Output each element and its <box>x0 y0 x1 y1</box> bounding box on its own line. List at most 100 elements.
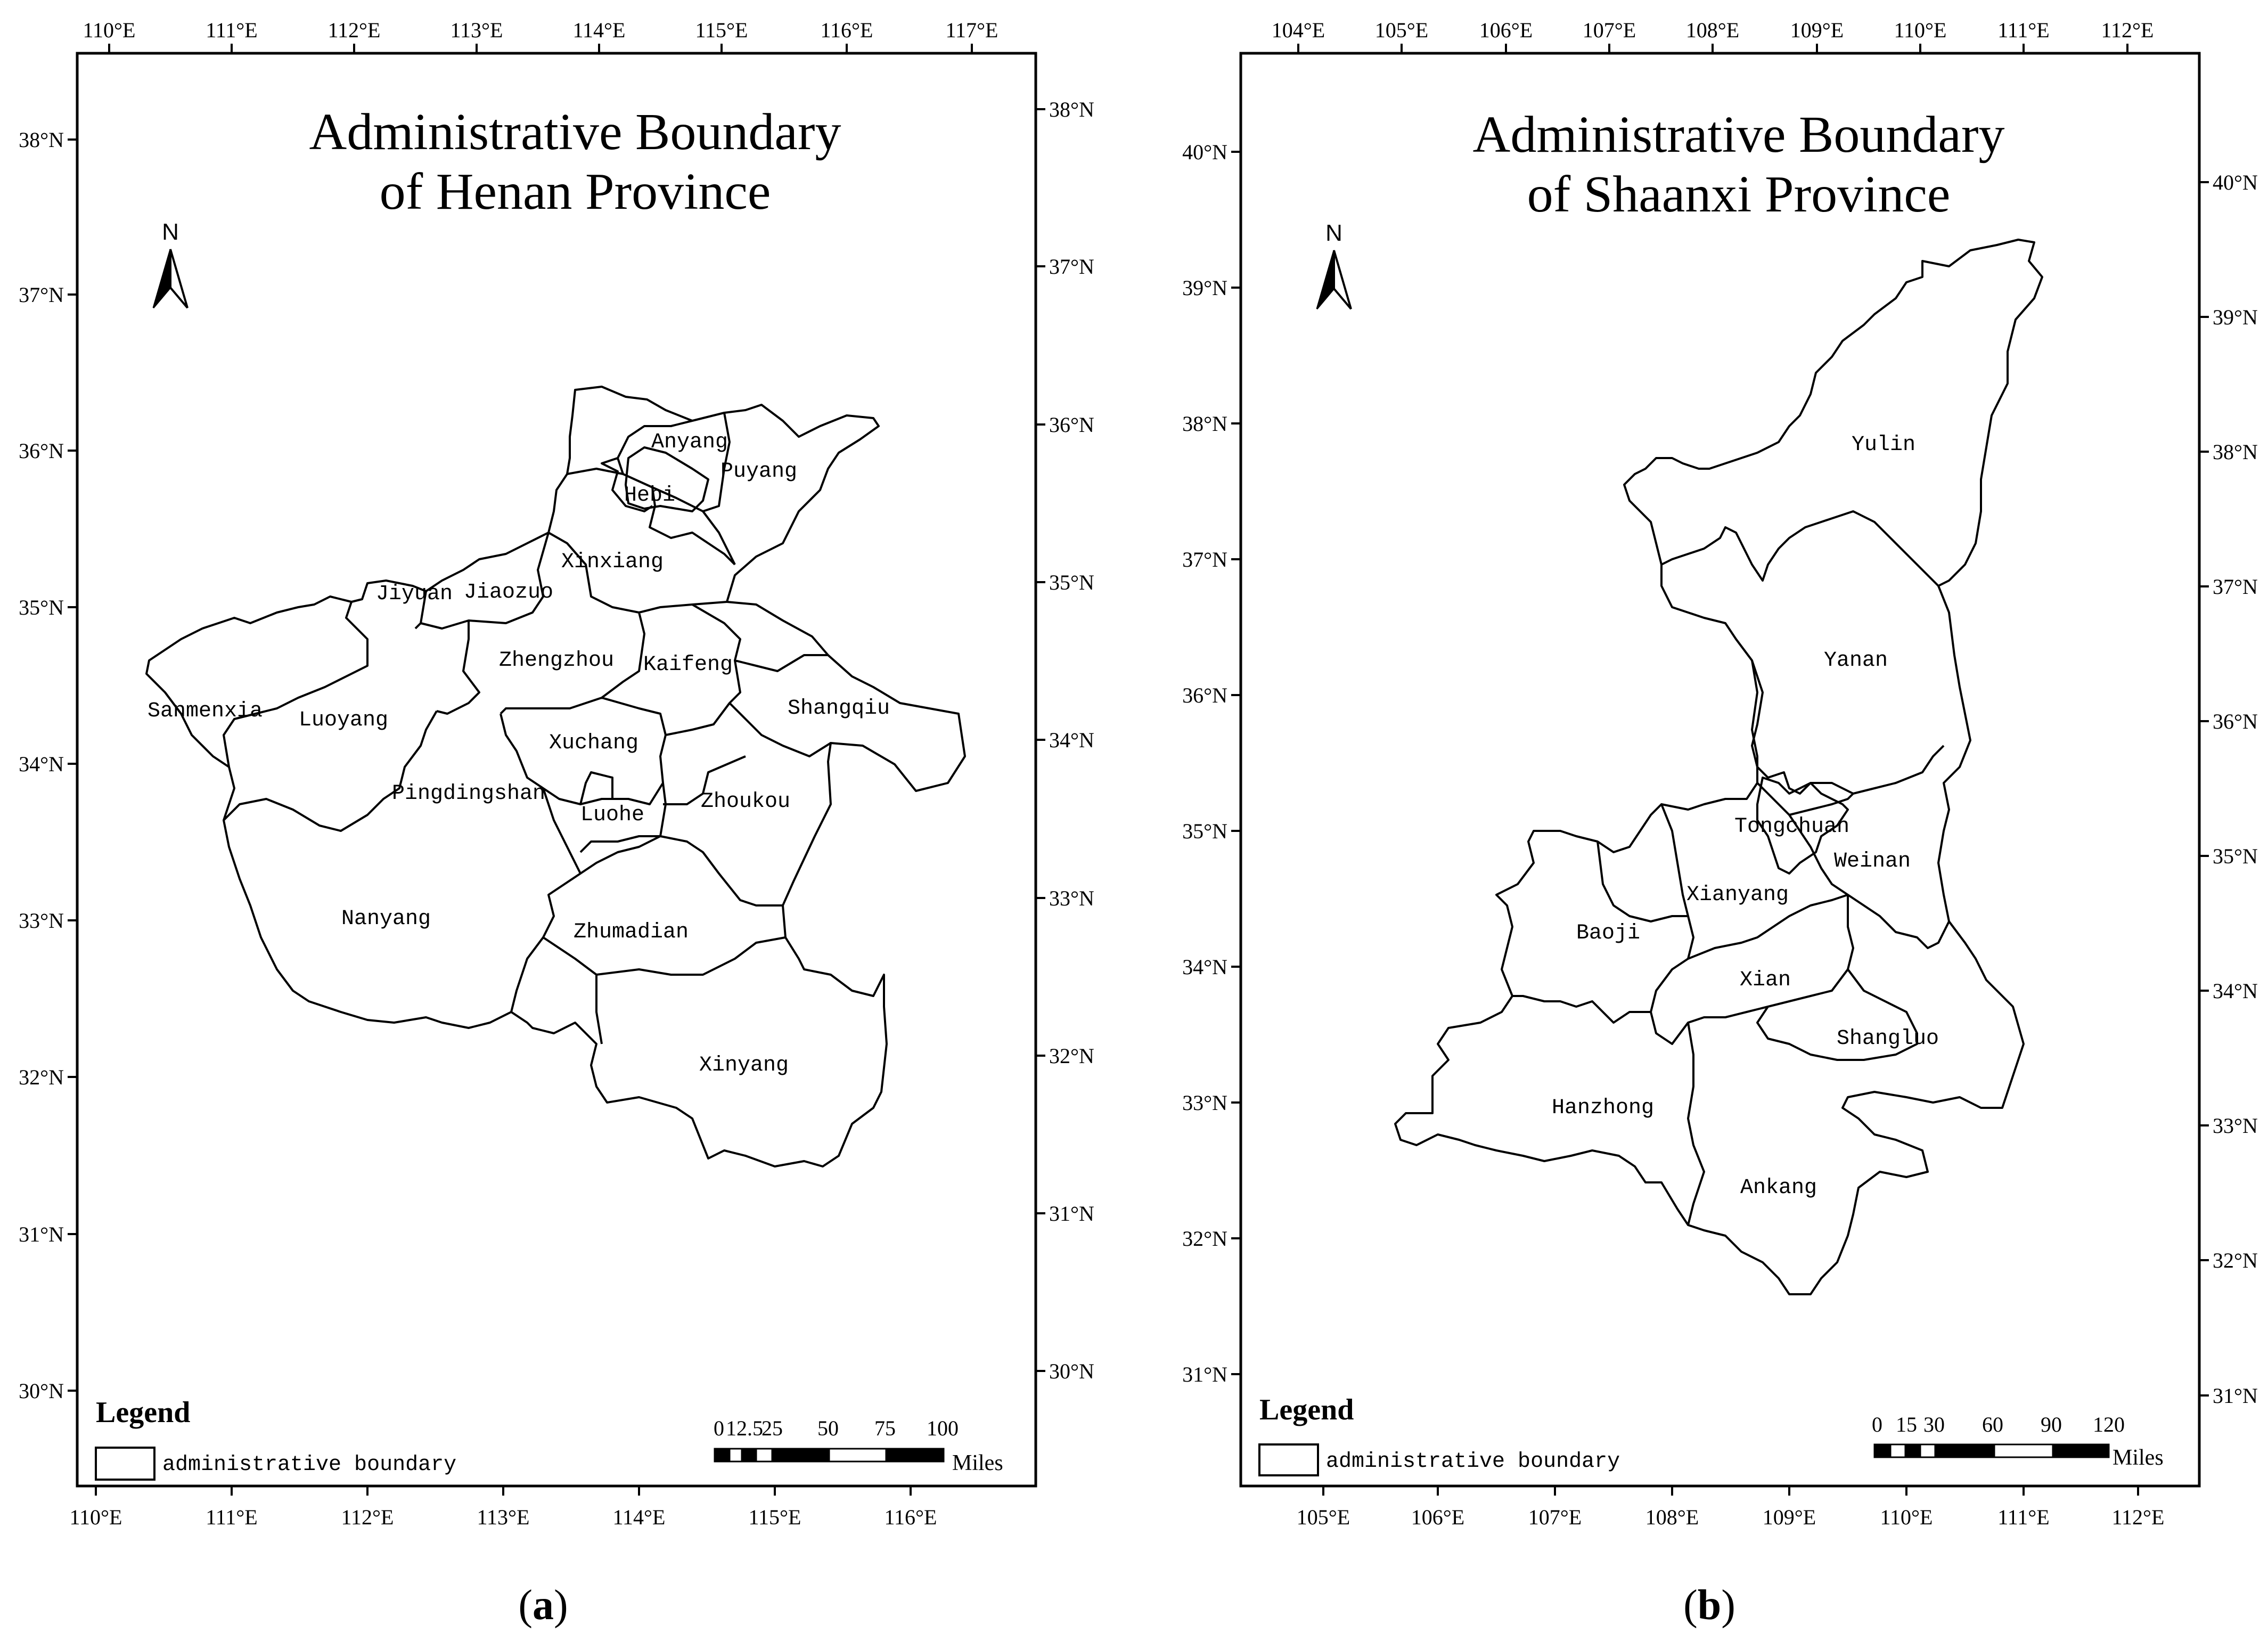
latitude-label: 38°N <box>1182 412 1227 436</box>
henan-longitude-labels-bottom: 110°E 111°E 112°E 113°E 114°E 115°E 116°E <box>70 1505 937 1529</box>
longitude-label: 113°E <box>451 18 503 42</box>
shaanxi-map-title-line1: Administrative Boundary <box>1473 106 2005 164</box>
henan-north-label: N <box>162 219 179 245</box>
region-label-ankang: Ankang <box>1740 1176 1817 1200</box>
henan-map-title-line2: of Henan Province <box>380 163 771 221</box>
region-label-weinan: Weinan <box>1834 850 1911 873</box>
shaanxi-internal-boundaries <box>1512 510 1950 1226</box>
shaanxi-legend-item: administrative boundary <box>1326 1450 1620 1474</box>
henan-region-labels: Anyang Puyang Hebi Xinxiang Jiyuan Jiaoz… <box>148 430 890 1077</box>
latitude-label: 34°N <box>2213 979 2258 1003</box>
longitude-label: 108°E <box>1686 18 1739 42</box>
longitude-label: 104°E <box>1272 18 1325 42</box>
latitude-label: 35°N <box>2213 844 2258 868</box>
scale-label: 25 <box>762 1416 783 1440</box>
latitude-label: 37°N <box>2213 575 2258 599</box>
scale-segment <box>2052 1443 2110 1458</box>
region-label-shangqiu: Shangqiu <box>788 697 890 721</box>
longitude-label: 114°E <box>573 18 626 42</box>
latitude-label: 33°N <box>1182 1091 1227 1115</box>
shaanxi-longitude-labels-top: 104°E 105°E 106°E 107°E 108°E 109°E 110°E 111°E… <box>1272 18 2154 42</box>
scale-segment <box>1934 1443 1995 1458</box>
henan-boundaries <box>145 386 966 1167</box>
shaanxi-province-outline <box>1394 239 2043 1295</box>
shaanxi-boundaries <box>1394 239 2043 1295</box>
latitude-label: 32°N <box>19 1065 64 1089</box>
scale-segment <box>828 1448 887 1463</box>
longitude-label: 117°E <box>946 18 998 42</box>
longitude-label: 110°E <box>70 1505 122 1529</box>
henan-legend-swatch <box>95 1447 155 1481</box>
region-label-sanmenxia: Sanmenxia <box>148 699 263 723</box>
longitude-label: 112°E <box>341 1505 394 1529</box>
longitude-label: 107°E <box>1583 18 1636 42</box>
region-label-kaifeng: Kaifeng <box>643 653 733 677</box>
latitude-label: 31°N <box>1049 1202 1094 1226</box>
shaanxi-legend-title: Legend <box>1259 1393 1354 1426</box>
henan-latitude-labels-left: 38°N 37°N 36°N 35°N 34°N 33°N 32°N 31°N 30°N <box>19 128 64 1403</box>
region-label-nanyang: Nanyang <box>341 907 431 931</box>
longitude-label: 109°E <box>1763 1505 1816 1529</box>
henan-north-arrow-icon: N <box>152 219 189 309</box>
region-label-xuchang: Xuchang <box>549 731 638 755</box>
longitude-label: 112°E <box>2101 18 2154 42</box>
latitude-label: 38°N <box>2213 440 2258 464</box>
scale-segment <box>714 1448 731 1463</box>
latitude-label: 39°N <box>2213 305 2258 329</box>
longitude-label: 112°E <box>328 18 381 42</box>
latitude-label: 40°N <box>2213 170 2258 194</box>
henan-scale-bar: 0 12.525 50 75 100 Miles <box>714 1416 1003 1475</box>
scale-segment <box>1919 1443 1936 1458</box>
scale-label: 50 <box>817 1416 839 1440</box>
longitude-label: 111°E <box>206 18 257 42</box>
shaanxi-map-panel: 104°E 105°E 106°E 107°E 108°E 109°E 110°E 111°E… <box>1182 18 2258 1529</box>
longitude-label: 106°E <box>1411 1505 1464 1529</box>
latitude-label: 39°N <box>1182 276 1227 300</box>
region-label-xinxiang: Xinxiang <box>561 550 664 574</box>
scale-segment <box>741 1448 757 1463</box>
scale-segment <box>1889 1443 1906 1458</box>
longitude-label: 110°E <box>83 18 136 42</box>
region-label-hebi: Hebi <box>624 484 675 508</box>
longitude-label: 113°E <box>477 1505 530 1529</box>
longitude-label: 108°E <box>1645 1505 1699 1529</box>
shaanxi-legend: Legend administrative boundary <box>1258 1393 1620 1476</box>
region-label-baoji: Baoji <box>1576 921 1640 945</box>
longitude-label: 114°E <box>613 1505 666 1529</box>
region-label-xian: Xian <box>1740 968 1791 992</box>
scale-segment <box>728 1448 743 1463</box>
latitude-label: 31°N <box>19 1222 64 1246</box>
longitude-label: 111°E <box>206 1505 257 1529</box>
longitude-label: 116°E <box>821 18 873 42</box>
longitude-label: 110°E <box>1894 18 1947 42</box>
longitude-label: 110°E <box>1880 1505 1933 1529</box>
shaanxi-map-frame <box>1239 52 2201 1488</box>
region-label-shangluo: Shangluo <box>1837 1027 1939 1051</box>
henan-internal-boundaries <box>223 412 832 1044</box>
henan-map-title-line1: Administrative Boundary <box>309 103 841 161</box>
scale-label: 30 <box>1923 1412 1945 1436</box>
henan-latitude-labels-right: 38°N 37°N 36°N 35°N 34°N 33°N 32°N 31°N 30°N <box>1049 97 1094 1383</box>
region-label-pingdingshan: Pingdingshan <box>392 782 545 806</box>
shaanxi-region-labels: Yulin Yanan Tongchuan Weinan Xianyang Ba… <box>1552 433 1939 1200</box>
scale-label: 120 <box>2093 1412 2125 1436</box>
henan-legend-title: Legend <box>96 1396 190 1429</box>
scale-segment <box>1993 1443 2054 1458</box>
region-label-jiaozuo: Jiaozuo <box>464 581 553 605</box>
scale-label: 60 <box>1982 1412 2003 1436</box>
region-label-zhoukou: Zhoukou <box>701 790 790 814</box>
shaanxi-tongchuan-boundary <box>1756 777 1849 875</box>
region-label-luohe: Luohe <box>580 803 644 827</box>
longitude-label: 105°E <box>1375 18 1428 42</box>
longitude-label: 107°E <box>1528 1505 1582 1529</box>
henan-map-frame <box>76 52 1037 1488</box>
longitude-label: 115°E <box>695 18 748 42</box>
shaanxi-scale-bar: 0 15 30 60 90 120 Miles <box>1872 1412 2164 1470</box>
latitude-label: 33°N <box>1049 886 1094 910</box>
shaanxi-north-arrow-icon: N <box>1316 220 1352 310</box>
longitude-label: 111°E <box>1997 18 2049 42</box>
scale-segment <box>771 1448 830 1463</box>
latitude-label: 30°N <box>19 1379 64 1403</box>
scale-segment <box>755 1448 773 1463</box>
shaanxi-longitude-labels-bottom: 105°E 106°E 107°E 108°E 109°E 110°E 111°E 112°E <box>1297 1505 2165 1529</box>
